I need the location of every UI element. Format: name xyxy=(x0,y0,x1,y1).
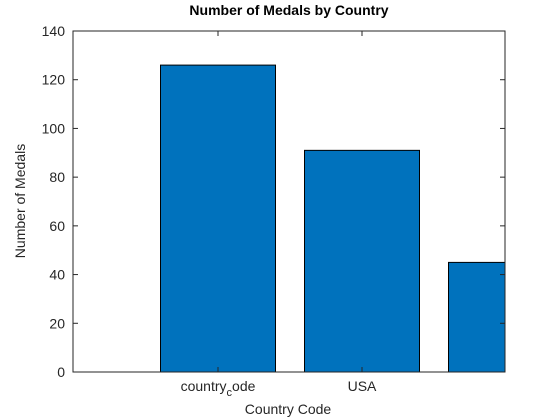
bar-country_code xyxy=(160,64,276,372)
x-axis-title: Country Code xyxy=(245,401,332,417)
x-tick-label-1: countrycode xyxy=(181,378,256,399)
chart-title: Number of Medals by Country xyxy=(189,2,388,18)
y-tick-label-40: 40 xyxy=(49,267,65,283)
bar-USA xyxy=(304,149,420,372)
y-tick-label-20: 20 xyxy=(49,315,65,331)
x-tick-label-2: USA xyxy=(348,378,377,394)
axes-background xyxy=(73,31,505,372)
y-tick-label-140: 140 xyxy=(42,23,66,39)
y-tick-label-60: 60 xyxy=(49,218,65,234)
y-tick-label-120: 120 xyxy=(42,72,66,88)
y-axis-title: Number of Medals xyxy=(12,144,28,258)
y-tick-label-0: 0 xyxy=(57,364,65,380)
axes-box xyxy=(72,30,506,373)
bar-index-3 xyxy=(448,261,505,372)
y-tick-label-100: 100 xyxy=(42,120,66,136)
bars xyxy=(160,64,505,372)
y-tick-label-80: 80 xyxy=(49,169,65,185)
plot-area: 0 20 40 60 80 100 120 140 countrycode USA xyxy=(42,23,506,399)
